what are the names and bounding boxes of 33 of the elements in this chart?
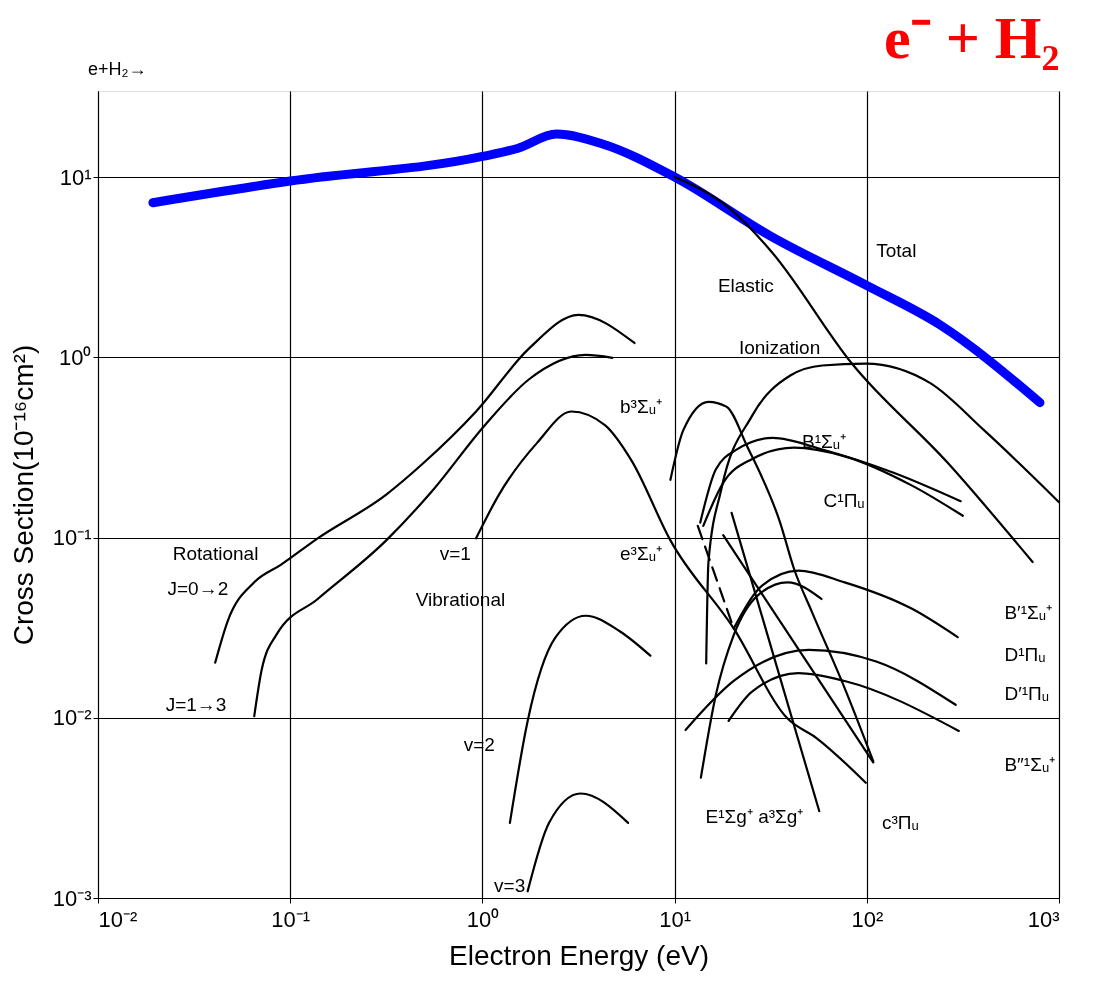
text: e+H₂→ bbox=[88, 59, 147, 79]
annotation: b³Σᵤ⁺ bbox=[620, 395, 662, 417]
annotation: E¹Σg⁺ a³Σg⁺ bbox=[705, 806, 804, 828]
annotation: Rotational bbox=[172, 543, 259, 564]
annotation: C¹Πᵤ bbox=[823, 489, 865, 511]
y-tick-label: 10⁻³ bbox=[52, 885, 92, 911]
annotation: B′¹Σᵤ⁺ bbox=[1004, 602, 1052, 624]
x-tick-label: 10³ bbox=[1027, 906, 1060, 932]
y-tick-label: 10⁻¹ bbox=[52, 525, 92, 550]
annotation: Ionization bbox=[738, 337, 821, 359]
annotation: Total bbox=[876, 239, 917, 261]
y-axis-title: Cross Section(10⁻¹⁶cm²) bbox=[7, 344, 39, 646]
x-tick-label: 10² bbox=[851, 906, 884, 932]
x-tick-label: 10¹ bbox=[659, 906, 691, 932]
annotation: D¹Πᵤ bbox=[1004, 643, 1046, 665]
annotation: B¹Σᵤ⁺ bbox=[801, 430, 846, 452]
annotation: Elastic bbox=[717, 274, 774, 296]
annotation: v=3 bbox=[494, 875, 526, 897]
x-tick-label: 10⁻¹ bbox=[271, 906, 311, 932]
x-tick-label: 10⁰ bbox=[466, 906, 500, 932]
chart-title: e⁻ + H₂ bbox=[884, 5, 1060, 71]
y-tick-label: 10¹ bbox=[59, 164, 92, 190]
annotation: c³Πᵤ bbox=[882, 812, 919, 834]
y-tick-label: 10⁻² bbox=[52, 705, 92, 731]
annotation: J=0→2 bbox=[167, 577, 229, 599]
annotation: J=1→3 bbox=[165, 693, 227, 715]
annotation: D′¹Πᵤ bbox=[1004, 682, 1050, 704]
x-axis-title: Electron Energy (eV) bbox=[449, 939, 709, 971]
annotation: v=1 bbox=[439, 543, 471, 564]
y-tick-label: 10⁰ bbox=[59, 344, 92, 370]
annotation: e³Σᵤ⁺ bbox=[620, 543, 662, 564]
x-tick-label: 10⁻² bbox=[98, 906, 138, 932]
annotation: B″¹Σᵤ⁺ bbox=[1004, 753, 1056, 775]
